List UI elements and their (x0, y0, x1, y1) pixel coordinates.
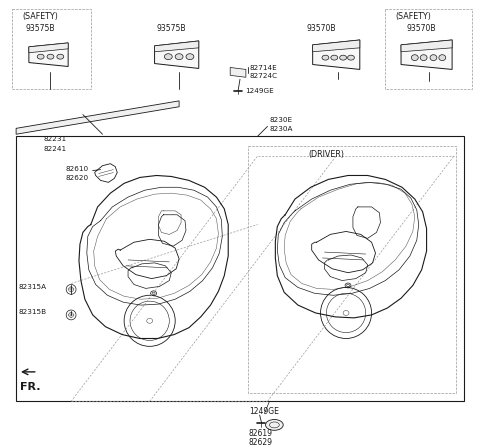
Text: (DRIVER): (DRIVER) (309, 150, 345, 159)
Ellipse shape (47, 54, 54, 59)
Ellipse shape (348, 55, 354, 60)
Ellipse shape (430, 55, 437, 60)
Text: 8230A: 8230A (269, 126, 293, 133)
Polygon shape (155, 41, 199, 52)
Text: 8230E: 8230E (269, 116, 293, 123)
Bar (12, 9, 91, 89)
Polygon shape (312, 40, 360, 69)
Text: 82714E: 82714E (250, 65, 277, 70)
Text: 82724C: 82724C (250, 73, 278, 79)
Polygon shape (29, 43, 68, 53)
Text: 82315A: 82315A (18, 284, 46, 289)
Bar (385, 9, 472, 89)
Text: 82620: 82620 (65, 176, 88, 181)
Text: (SAFETY): (SAFETY) (22, 13, 58, 22)
Polygon shape (29, 43, 68, 66)
Polygon shape (401, 40, 452, 69)
Text: (SAFETY): (SAFETY) (395, 13, 431, 22)
Text: 82610: 82610 (65, 166, 88, 172)
Polygon shape (16, 101, 179, 134)
Text: 82241: 82241 (44, 146, 67, 152)
Polygon shape (155, 41, 199, 69)
Text: FR.: FR. (20, 382, 40, 392)
Ellipse shape (164, 54, 172, 60)
Ellipse shape (411, 55, 418, 60)
Ellipse shape (265, 419, 283, 431)
Bar (248, 146, 456, 393)
Polygon shape (401, 40, 452, 52)
Text: 82231: 82231 (44, 136, 67, 142)
Ellipse shape (331, 55, 338, 60)
Ellipse shape (57, 54, 64, 59)
Text: 93575B: 93575B (156, 24, 186, 33)
Ellipse shape (420, 55, 427, 60)
Polygon shape (312, 40, 360, 52)
Ellipse shape (186, 54, 194, 60)
Text: 1249GE: 1249GE (249, 407, 279, 416)
Text: 93575B: 93575B (26, 24, 55, 33)
Text: 93570B: 93570B (407, 24, 436, 33)
Ellipse shape (439, 55, 446, 60)
Text: 1249GE: 1249GE (245, 88, 274, 94)
Text: 82619: 82619 (249, 429, 273, 438)
Text: 93570B: 93570B (307, 24, 336, 33)
Text: 82629: 82629 (249, 438, 273, 447)
Ellipse shape (322, 55, 329, 60)
Polygon shape (230, 68, 246, 78)
Bar (16, 136, 464, 401)
Ellipse shape (37, 54, 44, 59)
Ellipse shape (175, 54, 183, 60)
Text: 82315B: 82315B (18, 309, 46, 315)
Ellipse shape (340, 55, 347, 60)
